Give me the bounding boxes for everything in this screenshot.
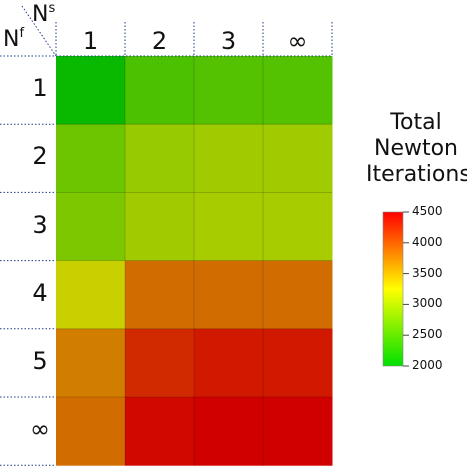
heatmap-cell-r4-c2: [125, 260, 195, 330]
heatmap-cell-r3-c3: [194, 192, 264, 262]
heatmap-gridlines: [0, 5, 333, 466]
colorbar-title-line: Iterations: [366, 162, 467, 187]
heatmap-cell-r1-c3: [194, 56, 264, 125]
corner-diagonal: [21, 5, 57, 57]
heatmap-cell-r6-c4: [263, 397, 333, 466]
heatmap-cell-r3-c4: [263, 192, 333, 262]
colorbar-tick-label: 4500: [412, 204, 443, 218]
heatmap-cell-r6-c3: [194, 397, 264, 466]
column-header: ∞: [287, 27, 308, 55]
heatmap-cell-r5-c1: [56, 328, 126, 398]
row-header: 4: [32, 278, 48, 307]
colorbar-tick-label: 3500: [412, 265, 443, 280]
colorbar-title-line: Total: [390, 110, 442, 135]
heatmap-cell-r6-c1: [56, 397, 126, 466]
heatmap-cell-r2-c1: [56, 124, 126, 193]
colorbar: [382, 211, 404, 367]
colorbar-ticks: [403, 211, 409, 367]
column-header: 1: [82, 27, 99, 55]
heatmap-cell-r2-c3: [194, 124, 264, 193]
heatmap-cell-r1-c1: [56, 56, 126, 125]
heatmap-cell-r1-c4: [263, 56, 333, 125]
heatmap-cell-r4-c4: [263, 260, 333, 330]
heatmap-cell-r1-c2: [125, 56, 195, 125]
colorbar-tick-label: 2500: [412, 327, 443, 342]
heatmap-cell-r6-c2: [125, 397, 195, 466]
row-header: 3: [32, 210, 48, 239]
heatmap-cell-r4-c3: [194, 260, 264, 330]
column-header: 3: [220, 27, 237, 55]
heatmap-cell-r2-c4: [263, 124, 333, 193]
colorbar-tick-label: 3000: [412, 296, 443, 311]
x-axis-label: Ns: [32, 1, 56, 27]
heatmap-cell-r3-c2: [125, 192, 195, 262]
heatmap-cells: [56, 56, 333, 466]
y-axis-label: Nf: [3, 26, 25, 52]
heatmap-cell-r5-c2: [125, 328, 195, 398]
heatmap-cell-r3-c1: [56, 192, 126, 262]
colorbar-title-line: Newton: [373, 136, 458, 161]
row-header: ∞: [30, 415, 50, 444]
colorbar-tick-label: 4000: [412, 234, 443, 249]
row-header: 1: [32, 74, 48, 103]
column-header: 2: [151, 27, 168, 55]
heatmap-cell-r5-c4: [263, 328, 333, 398]
colorbar-tick-label: 2000: [412, 358, 443, 372]
row-header: 2: [32, 142, 48, 171]
heatmap-cell-r4-c1: [56, 260, 126, 330]
heatmap-cell-r2-c2: [125, 124, 195, 193]
heatmap-cell-r5-c3: [194, 328, 264, 398]
row-header: 5: [32, 346, 48, 375]
